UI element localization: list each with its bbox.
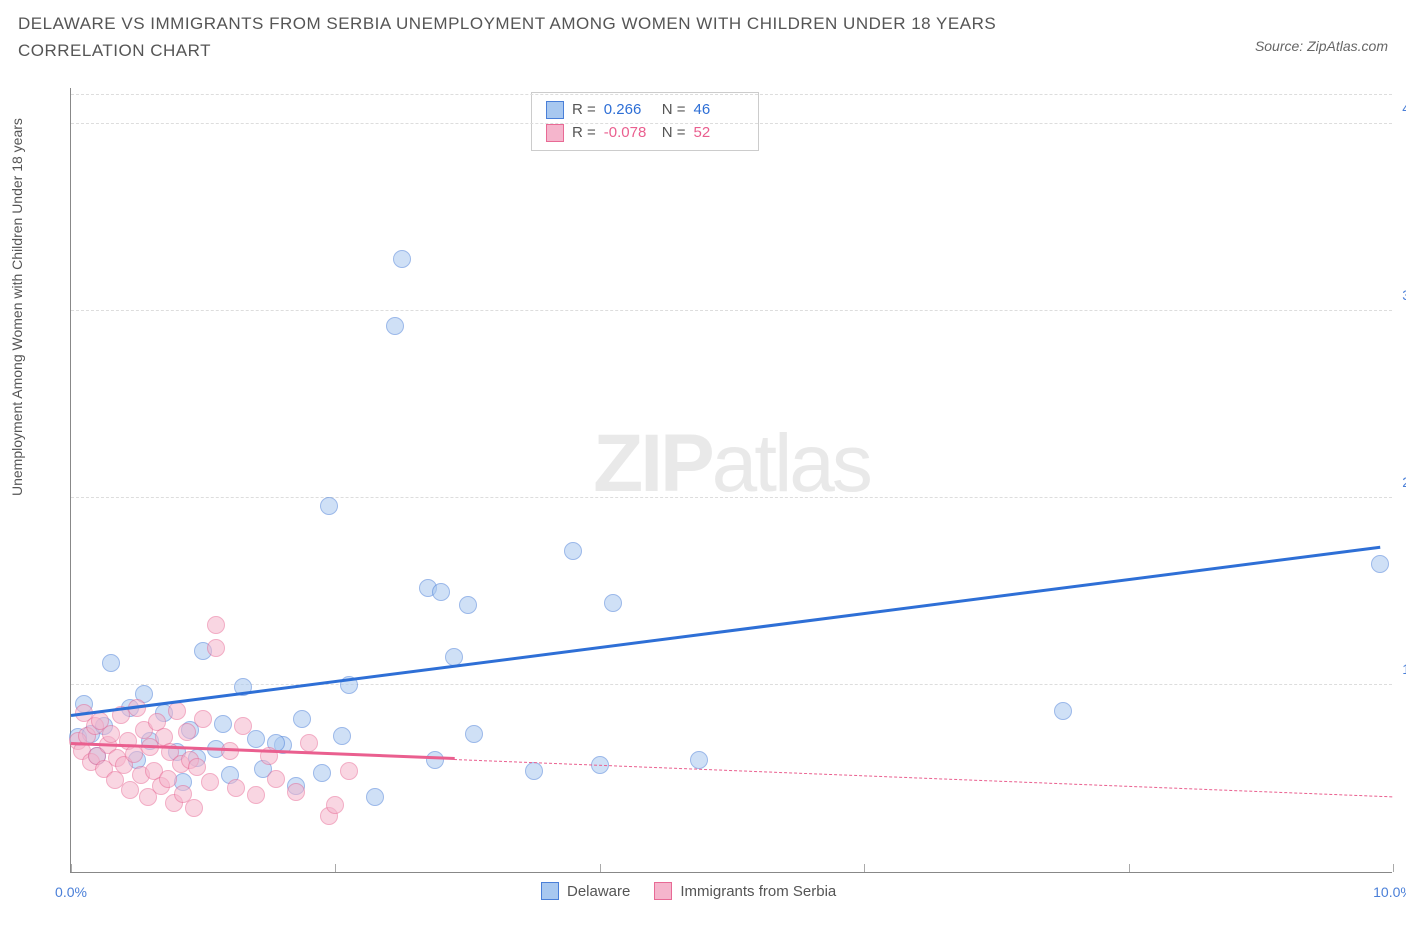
plot-area: ZIPatlas R = 0.266 N = 46 R = -0.078 N =… [70, 88, 1392, 873]
n-value-delaware: 46 [694, 99, 744, 122]
x-tick [1393, 864, 1394, 872]
data-point [178, 723, 196, 741]
data-point [207, 639, 225, 657]
x-tick-label: 10.0% [1373, 884, 1406, 900]
grid-line [71, 94, 1392, 95]
legend-label-delaware: Delaware [567, 883, 630, 900]
data-point [333, 727, 351, 745]
y-tick-label: 30.0% [1402, 287, 1406, 303]
y-axis-label: Unemployment Among Women with Children U… [9, 118, 25, 496]
stats-row-delaware: R = 0.266 N = 46 [546, 99, 744, 122]
r-label-2: R = [572, 122, 596, 145]
data-point [432, 583, 450, 601]
stats-row-serbia: R = -0.078 N = 52 [546, 122, 744, 145]
data-point [525, 762, 543, 780]
data-point [313, 764, 331, 782]
chart-container: Unemployment Among Women with Children U… [42, 88, 1392, 893]
data-point [185, 799, 203, 817]
legend-swatch-delaware [541, 882, 559, 900]
y-tick-label: 10.0% [1402, 661, 1406, 677]
data-point [102, 654, 120, 672]
x-tick [335, 864, 336, 872]
data-point [604, 594, 622, 612]
data-point [287, 783, 305, 801]
grid-line [71, 123, 1392, 124]
legend-label-serbia: Immigrants from Serbia [680, 883, 836, 900]
grid-line [71, 310, 1392, 311]
data-point [690, 751, 708, 769]
legend-item-delaware: Delaware [541, 882, 630, 900]
x-tick-label: 0.0% [55, 884, 87, 900]
data-point [1054, 702, 1072, 720]
x-tick [71, 864, 72, 872]
series-legend: Delaware Immigrants from Serbia [541, 882, 836, 900]
watermark-atlas: atlas [712, 418, 870, 509]
data-point [194, 710, 212, 728]
n-label: N = [662, 99, 686, 122]
r-value-delaware: 0.266 [604, 99, 654, 122]
n-value-serbia: 52 [694, 122, 744, 145]
data-point [320, 497, 338, 515]
swatch-delaware [546, 101, 564, 119]
x-tick [1129, 864, 1130, 872]
trend-line-dash [454, 759, 1393, 797]
trend-line [71, 546, 1380, 717]
data-point [247, 786, 265, 804]
data-point [366, 788, 384, 806]
swatch-serbia [546, 124, 564, 142]
r-value-serbia: -0.078 [604, 122, 654, 145]
source-label: Source: ZipAtlas.com [1255, 38, 1388, 54]
data-point [300, 734, 318, 752]
data-point [168, 702, 186, 720]
x-tick [600, 864, 601, 872]
y-tick-label: 40.0% [1402, 100, 1406, 116]
grid-line [71, 684, 1392, 685]
chart-title: DELAWARE VS IMMIGRANTS FROM SERBIA UNEMP… [18, 10, 1118, 64]
data-point [386, 317, 404, 335]
n-label-2: N = [662, 122, 686, 145]
watermark-zip: ZIP [593, 418, 712, 509]
x-tick [864, 864, 865, 872]
y-tick-label: 20.0% [1402, 474, 1406, 490]
data-point [426, 751, 444, 769]
data-point [267, 770, 285, 788]
data-point [234, 717, 252, 735]
data-point [293, 710, 311, 728]
data-point [201, 773, 219, 791]
data-point [188, 758, 206, 776]
legend-item-serbia: Immigrants from Serbia [654, 882, 836, 900]
data-point [102, 725, 120, 743]
data-point [214, 715, 232, 733]
stats-legend: R = 0.266 N = 46 R = -0.078 N = 52 [531, 92, 759, 151]
r-label: R = [572, 99, 596, 122]
data-point [564, 542, 582, 560]
data-point [465, 725, 483, 743]
legend-swatch-serbia [654, 882, 672, 900]
data-point [459, 596, 477, 614]
data-point [393, 250, 411, 268]
data-point [121, 781, 139, 799]
data-point [247, 730, 265, 748]
data-point [227, 779, 245, 797]
data-point [340, 762, 358, 780]
grid-line [71, 497, 1392, 498]
data-point [159, 770, 177, 788]
data-point [207, 616, 225, 634]
data-point [326, 796, 344, 814]
data-point [1371, 555, 1389, 573]
